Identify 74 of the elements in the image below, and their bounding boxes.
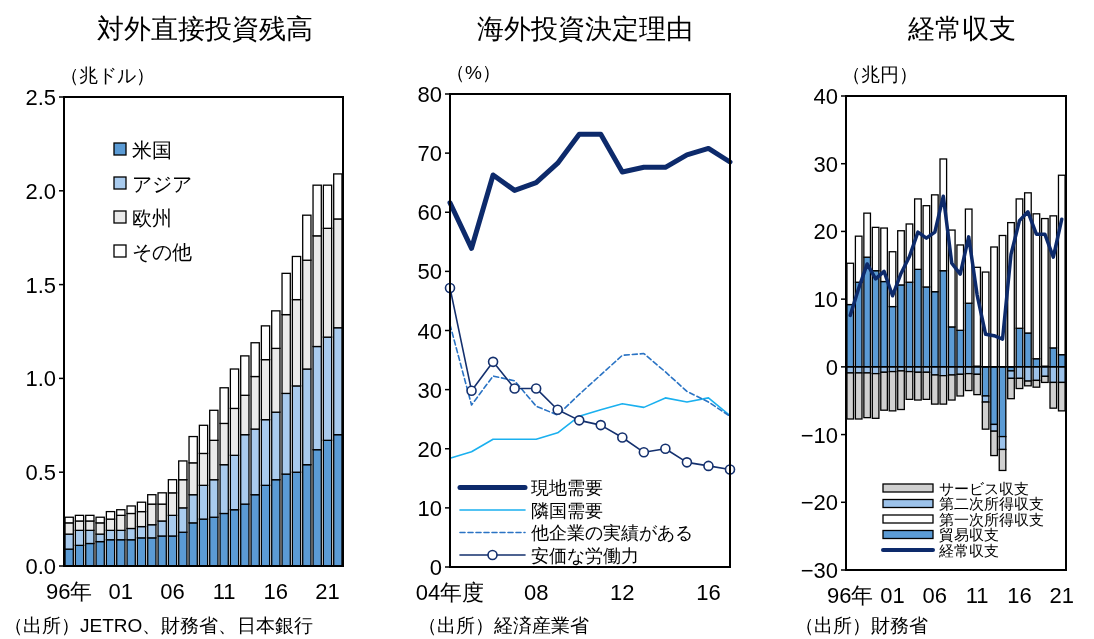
y-tick-label: 10: [417, 495, 442, 521]
x-tick-label: 16: [263, 579, 289, 604]
point: [595, 419, 607, 431]
y-tick-label: 1.5: [25, 272, 56, 298]
y-tick-label: 70: [417, 141, 442, 167]
line-series: [848, 194, 1064, 341]
x-tick-label: 96年: [45, 579, 93, 604]
point: [466, 385, 477, 397]
point: [552, 404, 563, 416]
y-tick-label: 0: [825, 354, 838, 380]
y-tick-label: 30: [813, 151, 838, 177]
y-axis-title: （兆円）: [842, 64, 918, 85]
point: [638, 447, 650, 458]
x-tick-label: 08: [523, 580, 549, 605]
x-tick-label: 01: [880, 583, 905, 608]
x-tick-label: 21: [1049, 583, 1075, 608]
chart-title: 対外直接投資残高: [97, 14, 313, 44]
point: [487, 356, 499, 368]
y-tick-label: −20: [800, 490, 838, 516]
point: [617, 432, 628, 443]
x-tick-label: 12: [610, 580, 635, 605]
legend-label: 欧州: [132, 206, 172, 229]
y-tick-label: 1.0: [25, 366, 56, 392]
y-axis-title: （%）: [446, 62, 501, 83]
point: [703, 460, 714, 472]
text: （出所）財務省: [795, 615, 928, 636]
y-axis-title: （兆ドル）: [60, 65, 155, 86]
x-tick-label: 96年: [826, 583, 874, 608]
y-tick-label: 40: [813, 84, 838, 109]
x-tick-label: 11: [212, 579, 236, 604]
y-tick-label: 20: [813, 219, 838, 245]
y-tick-label: 80: [417, 82, 442, 107]
point: [681, 457, 693, 468]
chart-title: 海外投資決定理由: [477, 14, 693, 44]
y-tick-label: 0.0: [25, 554, 56, 579]
x-tick-label: 06: [922, 583, 948, 608]
y-tick-label: 0: [429, 555, 442, 580]
y-tick-label: 2.5: [25, 85, 56, 110]
line-series: [449, 397, 731, 460]
legend-label: 貿易収支: [939, 526, 999, 544]
y-tick-label: 50: [417, 259, 442, 285]
y-tick-label: 10: [813, 287, 838, 313]
y-tick-label: −30: [800, 558, 838, 583]
y-tick-label: 20: [417, 436, 442, 462]
point: [573, 415, 585, 426]
y-tick-label: 60: [417, 200, 442, 226]
legend-label: 隣国需要: [531, 500, 603, 521]
legend-label: その他: [132, 240, 192, 263]
point: [530, 383, 542, 394]
legend-label: 他企業の実績がある: [531, 523, 693, 544]
legend-label: 第二次所得収支: [939, 495, 1044, 513]
x-tick-label: 04年度: [415, 580, 485, 605]
x-tick-label: 01: [108, 579, 134, 604]
y-tick-label: 30: [417, 377, 442, 403]
x-tick-label: 21: [315, 579, 340, 604]
text: （出所）経済産業省: [418, 615, 589, 636]
chart-title: 経常収支: [907, 14, 1016, 44]
legend-label: 米国: [132, 138, 172, 161]
legend-label: 現地需要: [531, 478, 603, 499]
y-tick-label: 40: [417, 318, 442, 344]
legend-label: アジア: [132, 172, 192, 195]
x-tick-label: 11: [965, 583, 989, 608]
y-tick-label: 0.5: [25, 460, 56, 486]
point: [509, 383, 520, 394]
point: [660, 443, 671, 455]
text: （出所）JETRO、財務省、日本銀行: [4, 615, 314, 636]
x-tick-label: 06: [160, 579, 185, 604]
legend-label: サービス収支: [939, 479, 1029, 497]
y-tick-label: 2.0: [25, 178, 56, 204]
x-tick-label: 16: [696, 580, 721, 605]
y-tick-label: −10: [800, 422, 838, 448]
legend-label: 安価な労働力: [531, 545, 639, 566]
x-tick-label: 16: [1007, 583, 1032, 608]
legend-label: 第一次所得収支: [939, 510, 1044, 528]
